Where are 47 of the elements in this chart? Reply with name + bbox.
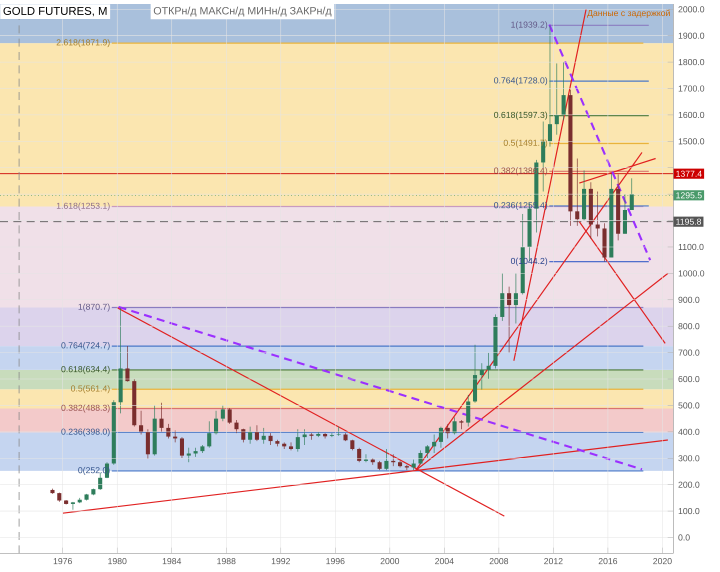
x-tick-label: 2004 — [435, 558, 454, 564]
annotation: Данные с задержкой — [587, 10, 670, 18]
y-tick-label: 800.0 — [678, 323, 700, 330]
series-label: 0.764(1728.0) — [494, 77, 548, 86]
y-tick-label: 100.0 — [678, 508, 700, 514]
y-tick-label: 700.0 — [678, 350, 700, 356]
y-tick-label: 400.0 — [678, 428, 700, 435]
x-tick-label: 1980 — [108, 558, 127, 564]
y-tick-label: 200.0 — [678, 482, 700, 488]
y-tick-label: 1100.0 — [678, 244, 704, 250]
chart-title: GOLD FUTURES, M — [4, 6, 107, 16]
x-tick-label: 1992 — [272, 558, 290, 564]
series-label: 0.764(724.7) — [61, 342, 110, 350]
y-tick-label: 2000.0 — [678, 6, 704, 12]
ref-line-label: 1377.4 — [676, 170, 702, 177]
series-label: 1(1939.2) — [511, 21, 548, 30]
series-label: 0.618(1597.3) — [494, 112, 548, 120]
series-label: 0.5(561.4) — [71, 385, 110, 394]
series-label: 1.618(1253.1) — [56, 202, 110, 211]
x-tick-label: 2008 — [490, 558, 508, 564]
y-tick-label: 0.0 — [678, 534, 690, 541]
x-tick-label: 2000 — [380, 558, 400, 564]
series-label: 0.382(488.3) — [61, 404, 110, 413]
series-label: 2.618(1871.9) — [56, 39, 110, 48]
y-tick-label: 300.0 — [678, 455, 700, 462]
x-tick-label: 2012 — [544, 558, 563, 564]
y-tick-label: 1600.0 — [678, 112, 704, 118]
x-tick-label: 1984 — [162, 558, 182, 564]
x-tick-label: 2020 — [653, 558, 672, 564]
ref-line-label: 1195.8 — [676, 218, 702, 225]
y-tick-label: 900.0 — [678, 296, 700, 303]
series-label: 0.618(634.4) — [61, 366, 110, 374]
x-tick-label: 1996 — [326, 558, 345, 564]
y-tick-label: 1000.0 — [678, 270, 704, 276]
series-label: 0.236(398.0) — [61, 428, 110, 436]
y-tick-label: 1800.0 — [678, 59, 704, 66]
x-tick-label: 1988 — [217, 558, 236, 564]
series-label: 1(870.7) — [78, 304, 110, 312]
y-tick-label: 1500.0 — [678, 138, 704, 144]
ref-line-label: 1295.5 — [676, 192, 702, 198]
x-tick-label: 2016 — [598, 558, 618, 564]
chart-subtitle: ОТКРн/д МАКСн/д МИНн/д ЗАКРн/д — [154, 6, 332, 17]
y-tick-label: 1900.0 — [678, 32, 704, 39]
y-tick-label: 500.0 — [678, 402, 700, 408]
y-tick-label: 1700.0 — [678, 85, 704, 92]
x-tick-label: 1976 — [54, 558, 72, 564]
y-tick-label: 600.0 — [678, 376, 700, 382]
